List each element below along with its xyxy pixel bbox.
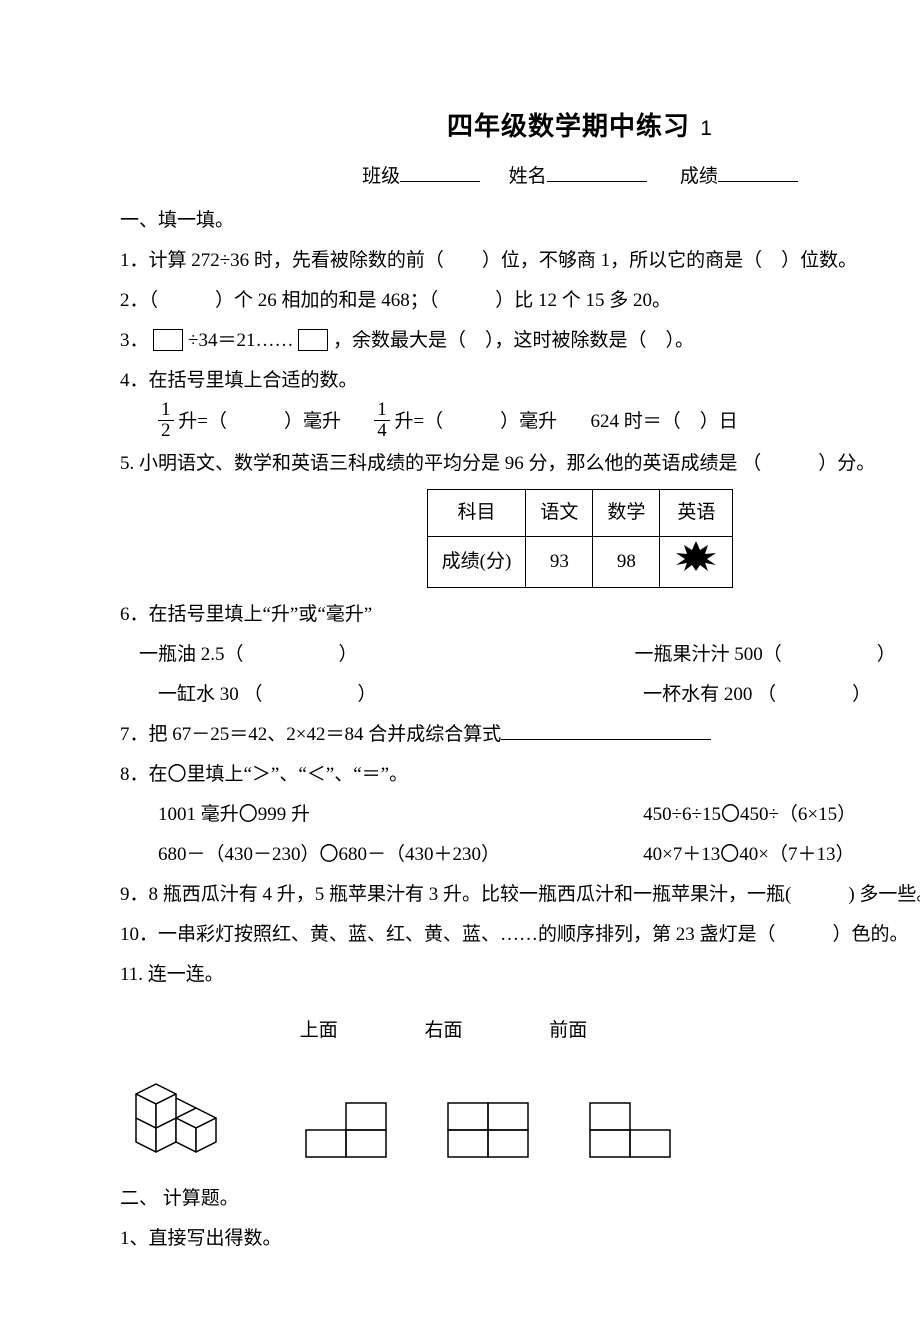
q6-a: 一瓶油 2.5（ ） (139, 636, 635, 674)
view-shape-1-icon (304, 1102, 388, 1158)
q3: 3． ÷34＝21…… ，余数最大是（ ），这时被除数是（ ）。 (120, 322, 920, 360)
page-title: 四年级数学期中练习 1 (120, 100, 920, 152)
view-shape-3-icon (588, 1102, 672, 1158)
iso-cubes-icon (126, 1058, 246, 1158)
q11-lead: 11. 连一连。 (120, 956, 920, 994)
q4-lead: 4．在括号里填上合适的数。 (120, 362, 920, 400)
td-chinese-score: 93 (526, 536, 593, 587)
th-subject: 科目 (427, 489, 526, 536)
splat-icon (674, 541, 718, 569)
q11-labels: 上面 右面 前面 (120, 1012, 920, 1050)
q2: 2．（ ）个 26 相加的和是 468；（ ）比 12 个 15 多 20。 (120, 282, 920, 320)
q3-blank-2 (298, 329, 328, 351)
q3-mid1: ÷34＝21…… (188, 330, 293, 351)
frac-quarter-icon: 14 (374, 400, 390, 441)
title-main: 四年级数学期中练习 (447, 111, 690, 141)
q7: 7．把 67－25＝42、2×42＝84 合并成综合算式 (120, 716, 920, 754)
q1: 1．计算 272÷36 时，先看被除数的前（ ）位，不够商 1，所以它的商是（ … (120, 242, 920, 280)
section-2-heading: 二、 计算题。 (120, 1180, 920, 1218)
q10: 10．一串彩灯按照红、黄、蓝、红、黄、蓝、……的顺序排列，第 23 盏灯是（ ）… (120, 916, 920, 954)
q8-a: 1001 毫升〇999 升 (158, 796, 643, 834)
q8-c: 680－（430－230）〇680－（430＋230） (158, 836, 643, 874)
name-label: 姓名 (509, 166, 547, 187)
class-label: 班级 (362, 166, 400, 187)
q5-table: 科目 语文 数学 英语 成绩(分) 93 98 (427, 489, 734, 588)
td-score-label: 成绩(分) (427, 536, 526, 587)
sec2-q1: 1、直接写出得数。 (120, 1220, 920, 1258)
q3-blank-1 (153, 329, 183, 351)
section-1-heading: 一、填一填。 (120, 202, 920, 240)
q8-b: 450÷6÷15〇450÷（6×15） (643, 796, 920, 834)
table-row: 成绩(分) 93 98 (427, 536, 733, 587)
td-math-score: 98 (593, 536, 660, 587)
label-front: 前面 (549, 1012, 587, 1050)
q6-b: 一瓶果汁汁 500（ ） (635, 636, 920, 674)
th-chinese: 语文 (526, 489, 593, 536)
q4-a: 升=（ ）毫升 (178, 411, 341, 432)
title-suffix: 1 (700, 117, 713, 140)
view-shape-2-icon (446, 1102, 530, 1158)
q4-b: 升=（ ）毫升 (394, 411, 557, 432)
info-line: 班级 姓名 成绩 (120, 158, 920, 196)
q4-c: 624 时＝（ ）日 (590, 411, 737, 432)
q6-row1: 一瓶油 2.5（ ） 一瓶果汁汁 500（ ） (120, 636, 920, 674)
q9: 9．8 瓶西瓜汁有 4 升，5 瓶苹果汁有 3 升。比较一瓶西瓜汁和一瓶苹果汁，… (120, 876, 920, 914)
label-right: 右面 (425, 1012, 545, 1050)
q7-text: 7．把 67－25＝42、2×42＝84 合并成综合算式 (120, 724, 501, 745)
q8-row1: 1001 毫升〇999 升 450÷6÷15〇450÷（6×15） (120, 796, 920, 834)
q7-blank (501, 720, 711, 740)
table-row: 科目 语文 数学 英语 (427, 489, 733, 536)
label-top: 上面 (300, 1012, 420, 1050)
td-english-score (660, 536, 733, 587)
q3-pre: 3． (120, 330, 149, 351)
q5-lead: 5. 小明语文、数学和英语三科成绩的平均分是 96 分，那么他的英语成绩是 （ … (120, 445, 920, 483)
q8-d: 40×7＋13〇40×（7＋13） (643, 836, 920, 874)
class-blank (400, 162, 480, 182)
q3-mid2: ，余数最大是（ ），这时被除数是（ ）。 (333, 330, 694, 351)
q6-lead: 6．在括号里填上“升”或“毫升” (120, 596, 920, 634)
q6-row2: 一缸水 30 （ ） 一杯水有 200 （ ） (120, 676, 920, 714)
th-math: 数学 (593, 489, 660, 536)
score-label: 成绩 (680, 166, 718, 187)
q8-lead: 8．在〇里填上“＞”、“＜”、“＝”。 (120, 756, 920, 794)
th-english: 英语 (660, 489, 733, 536)
q6-d: 一杯水有 200 （ ） (643, 676, 920, 714)
q4-items: 12 升=（ ）毫升 14 升=（ ）毫升 624 时＝（ ）日 (120, 402, 920, 443)
frac-half-icon: 12 (158, 400, 174, 441)
name-blank (547, 162, 647, 182)
q11-shapes (120, 1058, 920, 1158)
q6-c: 一缸水 30 （ ） (158, 676, 643, 714)
q8-row2: 680－（430－230）〇680－（430＋230） 40×7＋13〇40×（… (120, 836, 920, 874)
score-blank (718, 162, 798, 182)
